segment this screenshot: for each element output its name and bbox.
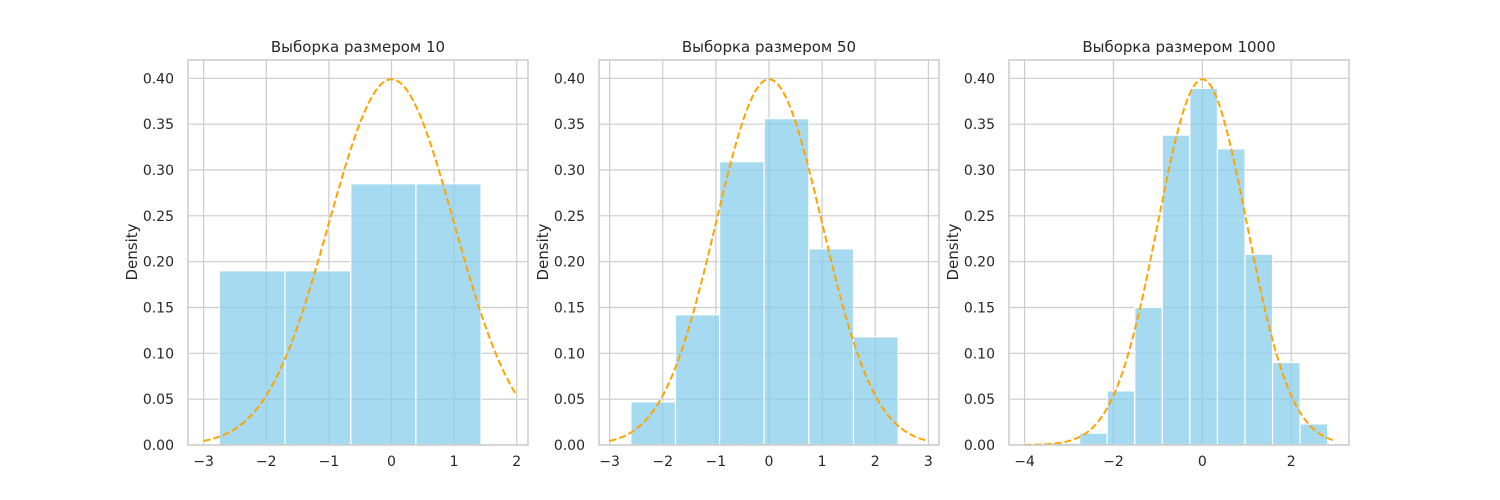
normal-pdf-line [609,78,929,442]
y-tick-label: 0.15 [964,301,995,317]
axes-border [1008,59,1350,446]
y-tick-label: 0.40 [143,71,174,87]
pdf-curve [1024,78,1336,446]
histogram-bar [1134,306,1163,446]
x-tick-label: −4 [1014,454,1035,470]
histogram-bar [718,161,765,446]
y-tick-label: 0.00 [964,438,995,454]
y-tick-label: 0.10 [964,346,995,362]
histogram-panel-sample-50: Выборка размером 50 Density −3 −2 −1 0 1 2 3 0… [534,38,940,470]
x-tick-label: 2 [1287,454,1296,470]
histogram-bar [1299,423,1329,446]
y-tick-labels: 0.00 0.05 0.10 0.15 0.20 0.25 0.30 0.35 0.40 [143,71,174,454]
x-tick-label: 0 [1198,454,1207,470]
panel-title: Выборка размером 50 [682,38,856,56]
histogram-bar [350,183,417,446]
histogram-panel-sample-1000: Выборка размером 1000 Density −4 −2 0 2 0.0… [944,38,1350,470]
normal-pdf-line [1024,78,1336,446]
y-tick-label: 0.05 [554,392,585,408]
pdf-curve [203,78,518,442]
histogram-bar [284,270,352,446]
x-tick-label: 2 [512,454,521,470]
histogram-bar [763,118,810,446]
axes-border [598,59,940,446]
y-tick-label: 0.35 [554,117,585,133]
y-tick-label: 0.20 [143,255,174,271]
bars [1023,87,1329,446]
pdf-curve [609,78,929,442]
y-tick-label: 0.25 [554,209,585,225]
y-tick-label: 0.15 [143,301,174,317]
axes-frame [598,59,940,446]
x-tick-label: −3 [599,454,620,470]
y-tick-labels: 0.00 0.05 0.10 0.15 0.20 0.25 0.30 0.35 0.40 [964,71,995,454]
x-tick-label: −3 [193,454,214,470]
histogram-bar [852,336,899,446]
x-tick-label: 1 [818,454,827,470]
x-tick-label: 1 [450,454,459,470]
y-tick-label: 0.10 [554,346,585,362]
histogram-panel-sample-10: Выборка размером 10 Density −3 −2 −1 0 1 2 0.… [123,38,529,470]
x-tick-label: −2 [652,454,673,470]
x-tick-label: 3 [924,454,933,470]
x-tick-labels: −4 −2 0 2 [1014,454,1295,470]
histogram-bar [218,270,286,446]
y-tick-label: 0.00 [554,438,585,454]
y-axis-label: Density [123,223,141,280]
y-tick-label: 0.15 [554,301,585,317]
x-tick-label: −1 [319,454,340,470]
x-tick-label: 0 [387,454,396,470]
y-tick-label: 0.35 [143,117,174,133]
x-tick-label: −2 [256,454,277,470]
histogram-bar [630,401,677,446]
y-tick-label: 0.20 [964,255,995,271]
axes-frame [187,59,529,446]
x-tick-labels: −3 −2 −1 0 1 2 [193,454,521,470]
y-axis-label: Density [534,223,552,280]
y-tick-label: 0.40 [964,71,995,87]
histogram-bar [415,183,482,446]
bars [630,118,899,446]
histogram-bar [808,248,855,446]
y-tick-label: 0.25 [143,209,174,225]
y-tick-label: 0.00 [143,438,174,454]
y-tick-label: 0.05 [964,392,995,408]
axes-border [187,59,529,446]
panel-title: Выборка размером 1000 [1082,38,1275,56]
y-tick-label: 0.35 [964,117,995,133]
y-tick-label: 0.20 [554,255,585,271]
y-tick-label: 0.30 [554,163,585,179]
panel-title: Выборка размером 10 [271,38,445,56]
x-tick-label: 2 [871,454,880,470]
y-axis-label: Density [944,223,962,280]
y-tick-label: 0.30 [143,163,174,179]
x-tick-labels: −3 −2 −1 0 1 2 3 [599,454,933,470]
y-tick-label: 0.40 [554,71,585,87]
y-tick-label: 0.30 [964,163,995,179]
y-tick-labels: 0.00 0.05 0.10 0.15 0.20 0.25 0.30 0.35 0.40 [554,71,585,454]
x-tick-label: −2 [1103,454,1124,470]
axes-frame [1008,59,1350,446]
histogram-bar [674,314,721,446]
x-tick-label: −1 [706,454,727,470]
y-tick-label: 0.25 [964,209,995,225]
histogram-bar [1189,87,1219,446]
x-tick-label: 0 [765,454,774,470]
normal-pdf-line [203,78,518,442]
y-tick-label: 0.10 [143,346,174,362]
y-tick-label: 0.05 [143,392,174,408]
